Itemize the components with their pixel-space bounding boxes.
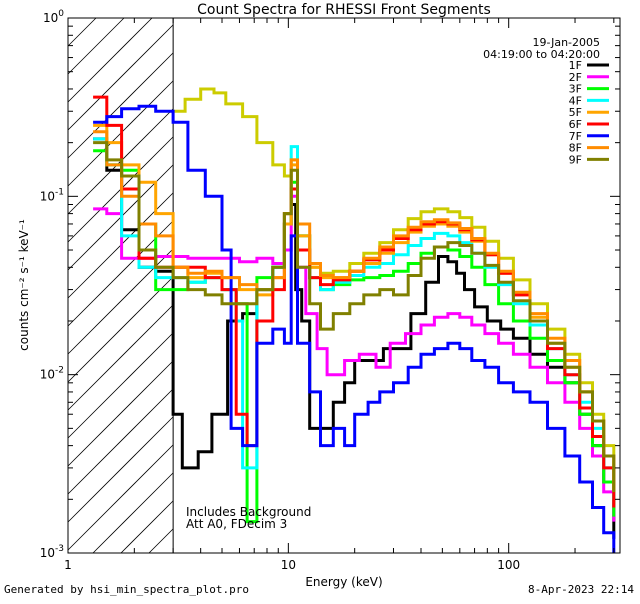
hatch-line — [67, 444, 174, 551]
hatch-line — [67, 17, 97, 47]
footer-generator: Generated by hsi_min_spectra_plot.pro — [4, 583, 250, 596]
hatch-line — [67, 17, 153, 103]
hatch-line — [67, 360, 174, 467]
legend-label-9F: 9F — [569, 153, 582, 166]
x-tick-label: 1 — [64, 558, 72, 572]
series-line-3F — [93, 149, 616, 524]
hatch-line — [67, 416, 174, 523]
series-line-9F — [93, 141, 616, 492]
hatch-region — [67, 17, 174, 554]
hatch-line — [67, 52, 174, 159]
series-layer — [93, 87, 616, 553]
axis-layer: 1 10 100 10-3 10-2 10-1 100 — [40, 9, 620, 572]
chart-title: Count Spectra for RHESSI Front Segments — [197, 2, 491, 18]
y-tick-label: 100 — [43, 9, 64, 25]
y-tick-label: 10-2 — [40, 366, 64, 382]
annotation-attenuator: Att A0, FDecim 3 — [186, 517, 287, 531]
series-line-1F — [93, 137, 616, 539]
y-tick-label: 10-3 — [40, 544, 64, 560]
plot-frame — [67, 17, 621, 554]
hatch-line — [67, 304, 174, 411]
legend-label-3F: 3F — [569, 83, 582, 96]
series-line-2F — [93, 194, 616, 522]
legend-label-5F: 5F — [569, 106, 582, 119]
hatch-line — [67, 17, 125, 75]
hatch-line — [67, 248, 174, 355]
y-axis-label: counts cm⁻² s⁻¹ keV⁻¹ — [17, 219, 31, 351]
legend-label-2F: 2F — [569, 71, 582, 84]
x-tick-label: 100 — [497, 558, 520, 572]
legend-label-1F: 1F — [569, 59, 582, 72]
y-tick-label: 10-1 — [40, 187, 64, 203]
hatch-line — [67, 332, 174, 439]
hatch-line — [92, 472, 174, 554]
legend-label-6F: 6F — [569, 118, 582, 131]
hatch-line — [120, 500, 174, 554]
legend-label-4F: 4F — [569, 94, 582, 107]
legend-label-8F: 8F — [569, 142, 582, 155]
hatch-line — [67, 388, 174, 495]
hatch-line — [148, 528, 174, 554]
series-line-7F — [93, 104, 616, 553]
hatch-line — [67, 24, 174, 131]
x-tick-label: 10 — [281, 558, 296, 572]
annotation-background: Includes Background — [186, 505, 311, 519]
hatch-line — [67, 276, 174, 383]
x-axis-label: Energy (keV) — [305, 575, 382, 589]
date-label: 19-Jan-2005 — [533, 36, 601, 49]
time-range-label: 04:19:00 to 04:20:00 — [483, 48, 600, 61]
footer-timestamp: 8-Apr-2023 22:14 — [528, 583, 634, 596]
legend-label-7F: 7F — [569, 130, 582, 143]
